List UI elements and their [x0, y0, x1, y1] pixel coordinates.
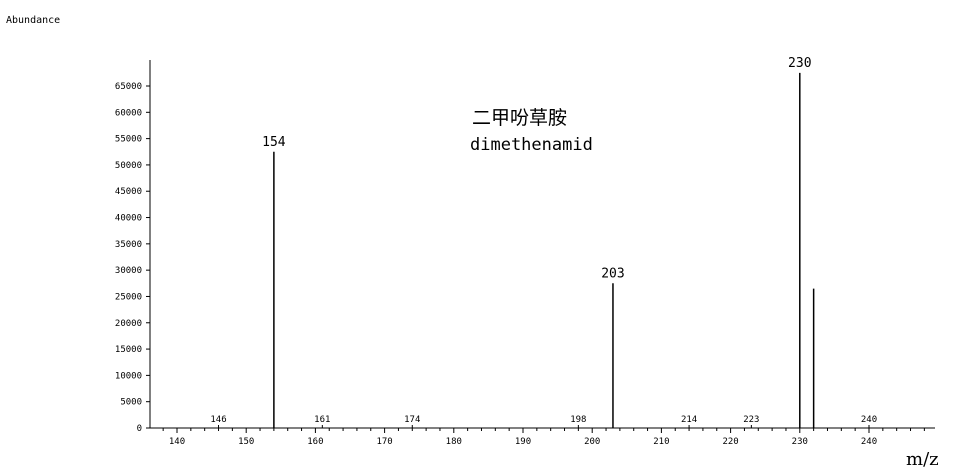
y-tick-label: 55000 — [115, 135, 142, 145]
x-tick-label: 170 — [376, 437, 392, 447]
x-tick-label: 150 — [238, 437, 254, 447]
y-tick-label: 15000 — [115, 345, 142, 355]
axes-group: 0 5000 10000 15000 20000 25000 30000 35000 40000… — [115, 60, 935, 447]
peaks-group — [218, 72, 870, 428]
y-tick-label: 40000 — [115, 214, 142, 224]
compound-name-chinese: 二甲吩草胺 — [472, 107, 567, 129]
minor-peak-label: 161 — [314, 415, 330, 425]
minor-peak-label: 198 — [570, 415, 586, 425]
peak-label: 154 — [262, 135, 286, 150]
x-tick-label: 140 — [169, 437, 185, 447]
x-axis-label: m/z — [906, 449, 939, 470]
y-tick-label: 20000 — [115, 319, 142, 329]
x-tick-label: 160 — [307, 437, 323, 447]
minor-peak-label: 223 — [743, 415, 759, 425]
minor-peak-label: 146 — [210, 415, 226, 425]
minor-peak-label: 240 — [861, 415, 877, 425]
x-tick-label: 210 — [653, 437, 669, 447]
y-tick-label: 65000 — [115, 82, 142, 92]
x-tick-label: 240 — [861, 437, 877, 447]
y-tick-label: 5000 — [120, 398, 142, 408]
y-tick-label: 30000 — [115, 266, 142, 276]
labels-group: 154 203 230 146 161 174 198 214 223 240 — [210, 56, 877, 425]
y-tick-label: 60000 — [115, 108, 142, 118]
peak-label: 203 — [601, 266, 624, 281]
x-tick-label: 220 — [722, 437, 738, 447]
y-tick-label: 0 — [137, 424, 142, 434]
x-tick-label: 180 — [446, 437, 462, 447]
y-axis-label: Abundance — [6, 15, 60, 26]
minor-peak-label: 214 — [681, 415, 697, 425]
minor-peak-label: 174 — [404, 415, 420, 425]
x-tick-label: 190 — [515, 437, 531, 447]
y-tick-label: 10000 — [115, 371, 142, 381]
compound-name-english: dimethenamid — [470, 135, 593, 155]
y-tick-label: 25000 — [115, 292, 142, 302]
peak-label: 230 — [788, 56, 811, 71]
y-tick-label: 35000 — [115, 240, 142, 250]
y-tick-label: 50000 — [115, 161, 142, 171]
x-tick-label: 200 — [584, 437, 600, 447]
x-tick-label: 230 — [792, 437, 808, 447]
y-tick-label: 45000 — [115, 187, 142, 197]
